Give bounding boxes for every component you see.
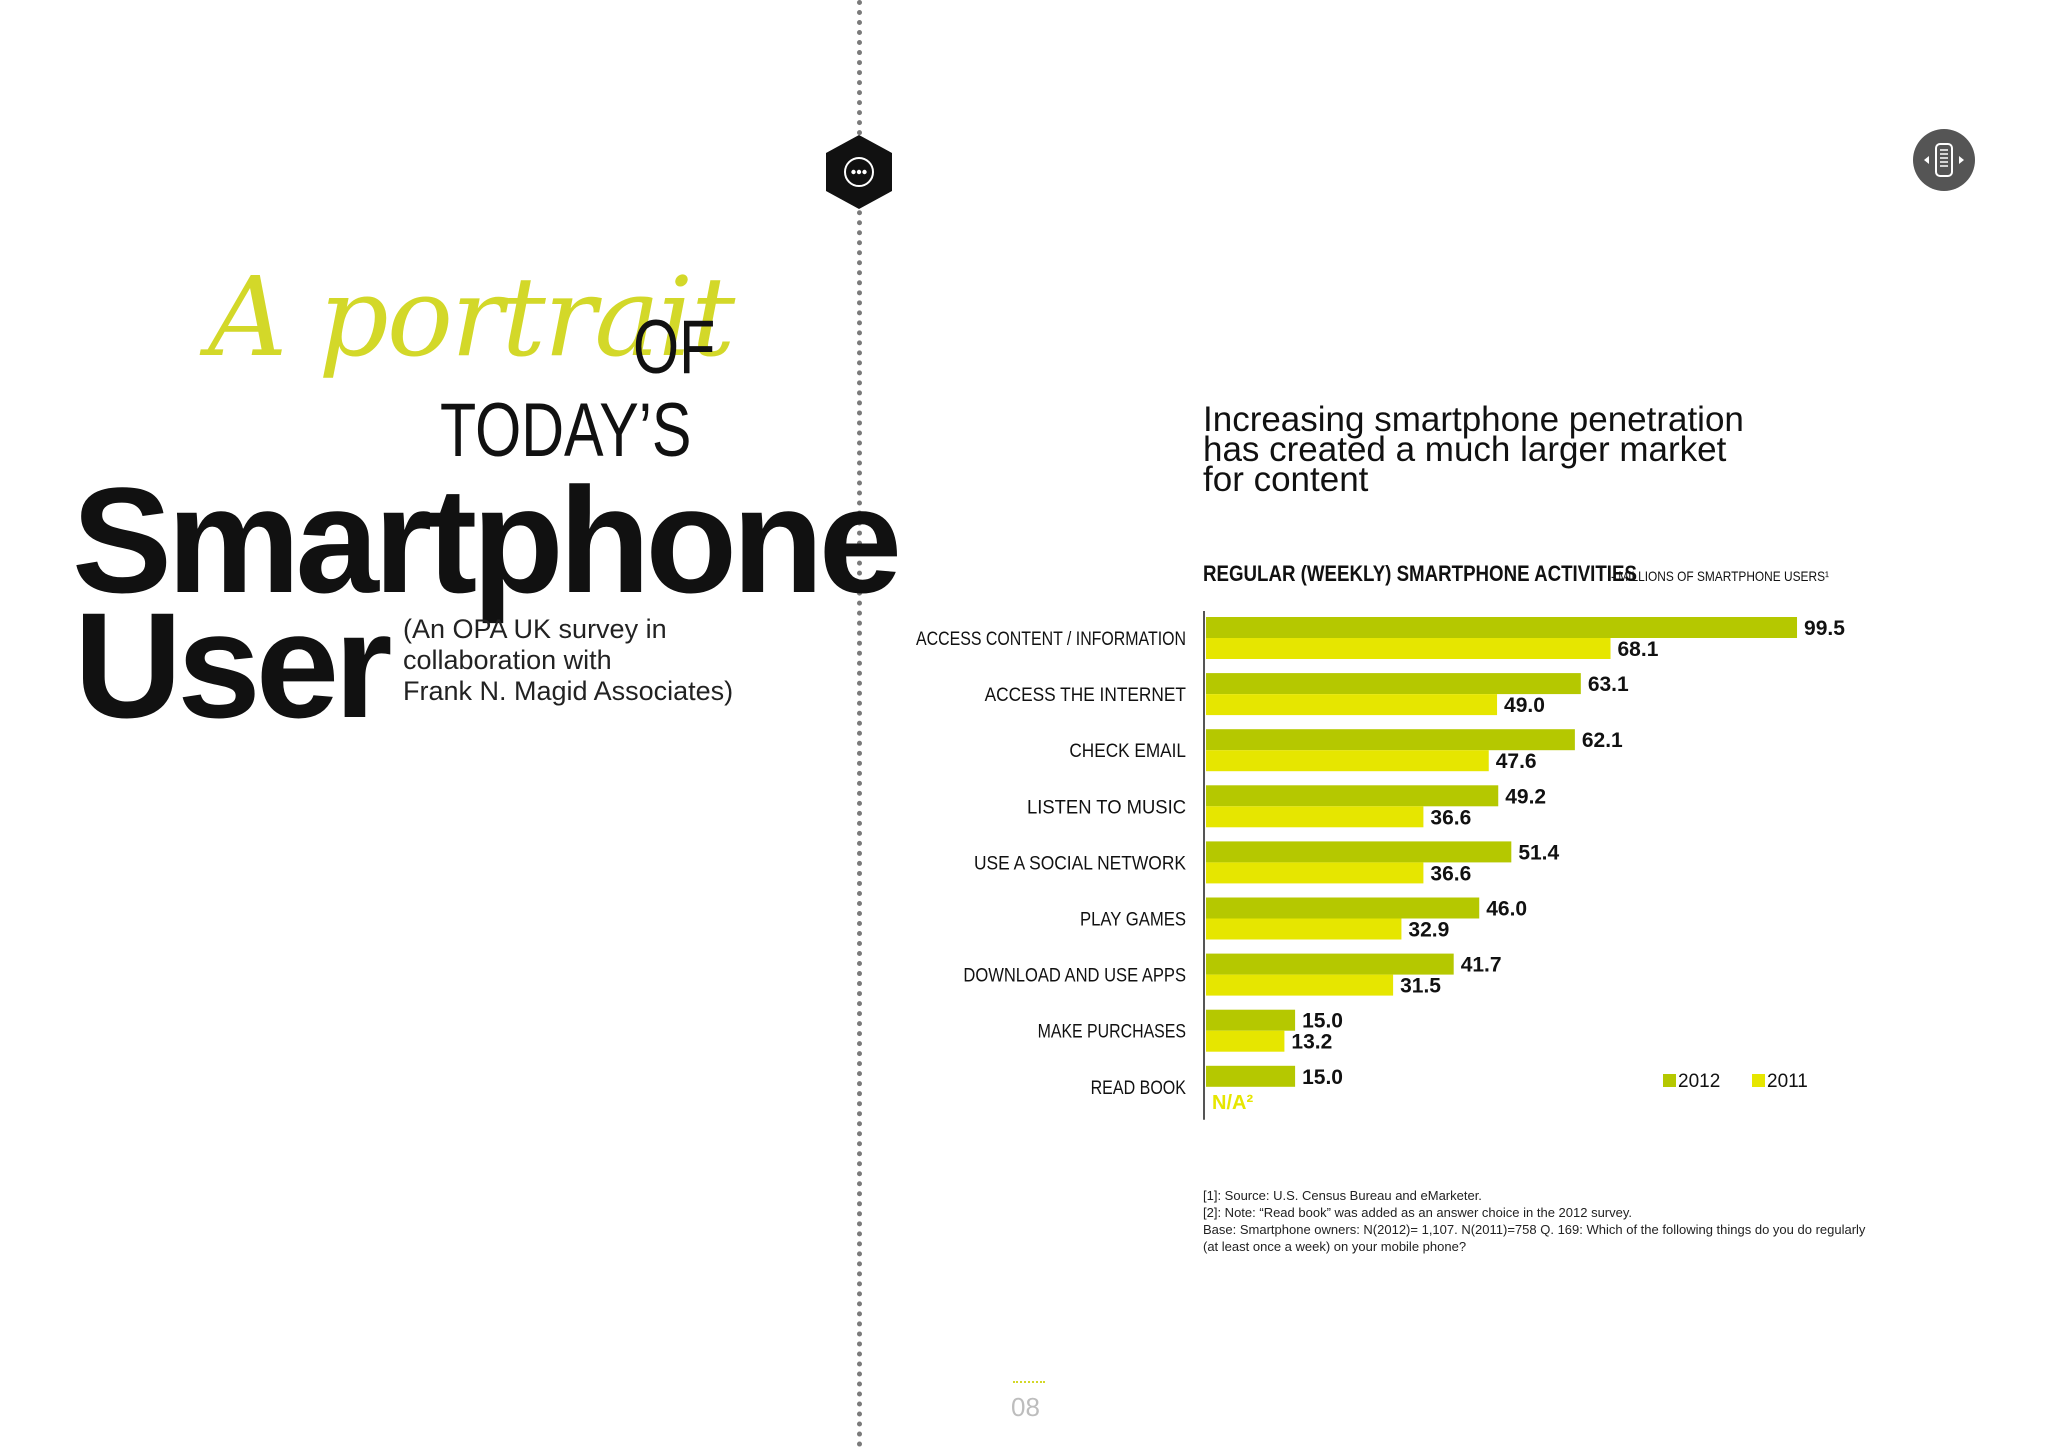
title-script: A portrait xyxy=(208,253,735,381)
bar-2012 xyxy=(1206,729,1575,751)
page-divider xyxy=(857,0,862,1448)
legend-swatch-2011 xyxy=(1752,1074,1765,1087)
ellipsis-icon xyxy=(826,135,892,209)
headline-line: Increasing smartphone penetration xyxy=(1203,400,1744,439)
bar-2012 xyxy=(1206,897,1480,919)
survey-note-line: Frank N. Magid Associates) xyxy=(403,676,734,706)
data-label: 31.5 xyxy=(1400,975,1441,998)
category-label: ACCESS CONTENT / INFORMATION xyxy=(916,629,1186,650)
bar-2011 xyxy=(1206,694,1498,716)
bar-2012 xyxy=(1206,1065,1296,1087)
bar-2011 xyxy=(1206,750,1489,772)
data-label: 49.2 xyxy=(1505,785,1546,808)
data-label: 36.6 xyxy=(1430,806,1471,829)
data-label: 51.4 xyxy=(1518,841,1559,864)
category-label: PLAY GAMES xyxy=(1080,910,1186,931)
footnotes: [1]: Source: U.S. Census Bureau and eMar… xyxy=(1203,1187,1865,1255)
category-label: ACCESS THE INTERNET xyxy=(985,685,1187,706)
footnote-line: [2]: Note: “Read book” was added as an a… xyxy=(1203,1205,1633,1220)
category-label: READ BOOK xyxy=(1091,1078,1187,1099)
category-label: LISTEN TO MUSIC xyxy=(1027,797,1186,818)
page-number: 08 xyxy=(1011,1392,1040,1422)
data-label: 32.9 xyxy=(1408,919,1449,942)
data-label: 62.1 xyxy=(1582,729,1623,752)
data-label: 99.5 xyxy=(1804,617,1845,640)
headline-line: has created a much larger market xyxy=(1203,430,1727,469)
bar-2012 xyxy=(1206,1009,1296,1031)
title-of: OF xyxy=(633,305,716,390)
page-number-mark xyxy=(1013,1381,1045,1383)
data-label: 15.0 xyxy=(1302,1010,1343,1033)
bar-2011 xyxy=(1206,1030,1285,1052)
data-label: 41.7 xyxy=(1461,954,1502,977)
survey-note-line: (An OPA UK survey in xyxy=(403,614,667,644)
data-label: 13.2 xyxy=(1291,1031,1332,1054)
legend-label: 2012 xyxy=(1678,1071,1720,1092)
category-label: DOWNLOAD AND USE APPS xyxy=(963,966,1186,987)
bar-2011 xyxy=(1206,918,1402,940)
headline-line: for content xyxy=(1203,460,1369,499)
footnote-line: (at least once a week) on your mobile ph… xyxy=(1203,1239,1467,1254)
data-label: 68.1 xyxy=(1618,638,1659,661)
data-label: 63.1 xyxy=(1588,673,1629,696)
bar-2011 xyxy=(1206,806,1424,828)
category-label: CHECK EMAIL xyxy=(1069,741,1186,762)
legend-swatch-2012 xyxy=(1663,1074,1676,1087)
data-label: 47.6 xyxy=(1496,750,1537,773)
bar-2012 xyxy=(1206,617,1798,638)
bar-2011 xyxy=(1206,638,1611,659)
chart-heading: REGULAR (WEEKLY) SMARTPHONE ACTIVITIES -… xyxy=(1203,561,1829,587)
data-label: 36.6 xyxy=(1430,862,1471,885)
phone-icon xyxy=(1913,129,1975,191)
title-smartphone: Smartphone xyxy=(72,456,902,624)
data-label: 46.0 xyxy=(1486,898,1527,921)
bar-2012 xyxy=(1206,785,1499,807)
data-label: 49.0 xyxy=(1504,694,1545,717)
legend-label: 2011 xyxy=(1767,1071,1808,1092)
chart-title: REGULAR (WEEKLY) SMARTPHONE ACTIVITIES xyxy=(1203,561,1637,586)
data-label: 15.0 xyxy=(1302,1066,1343,1089)
footnote-line: [1]: Source: U.S. Census Bureau and eMar… xyxy=(1203,1188,1482,1203)
survey-note-line: collaboration with xyxy=(403,645,612,675)
bar-2012 xyxy=(1206,841,1512,863)
chart-subtitle: - MILLIONS OF SMARTPHONE USERS¹ xyxy=(1611,568,1829,584)
headline: Increasing smartphone penetration has cr… xyxy=(1203,400,1744,499)
title-todays: TODAY’S xyxy=(440,388,692,473)
data-label-na: N/A² xyxy=(1212,1092,1253,1114)
bar-2012 xyxy=(1206,953,1454,975)
category-label: MAKE PURCHASES xyxy=(1038,1022,1186,1043)
bar-2011 xyxy=(1206,974,1394,996)
bar-2012 xyxy=(1206,673,1581,695)
bar-2011 xyxy=(1206,862,1424,884)
footnote-line: Base: Smartphone owners: N(2012)= 1,107.… xyxy=(1203,1222,1866,1237)
survey-note: (An OPA UK survey in collaboration with … xyxy=(403,614,733,707)
title-user: User xyxy=(74,581,393,749)
category-label: USE A SOCIAL NETWORK xyxy=(974,853,1186,874)
